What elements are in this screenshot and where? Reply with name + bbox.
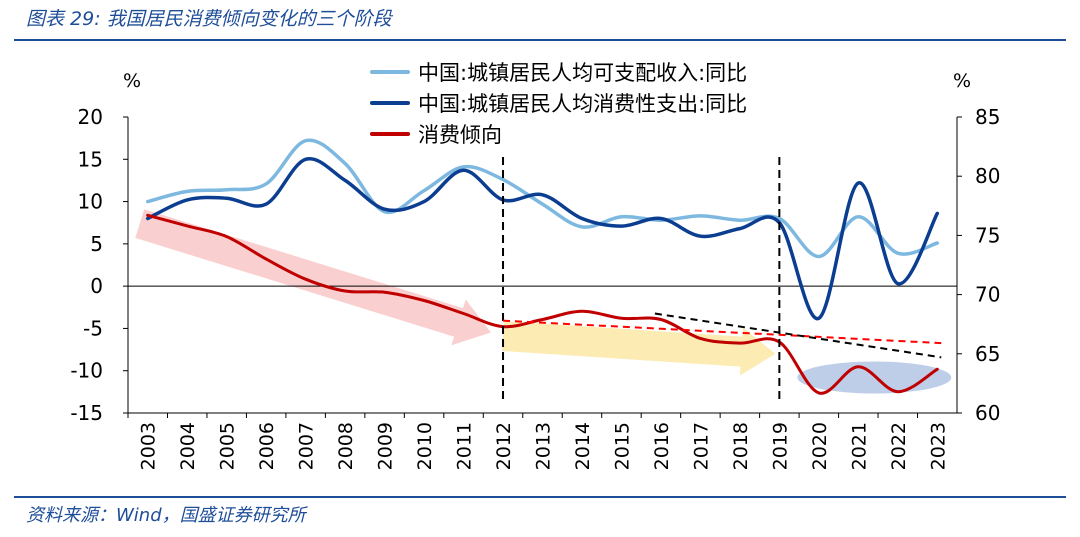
- x-tick-label: 2017: [690, 422, 712, 470]
- source-note: 资料来源：Wind，国盛证券研究所: [26, 505, 306, 526]
- left-tick-label: 0: [90, 274, 103, 298]
- legend-label-3: 消费倾向: [418, 123, 502, 147]
- series-line-1: [145, 138, 940, 259]
- right-tick-label: 60: [975, 401, 1000, 425]
- source-divider: [14, 496, 1066, 498]
- left-tick-label: 15: [78, 147, 103, 171]
- left-tick-label: 20: [78, 105, 103, 129]
- x-tick-label: 2003: [138, 422, 160, 470]
- right-tick-label: 80: [975, 164, 1000, 188]
- right-tick-label: 75: [975, 223, 1000, 247]
- left-tick-label: 10: [78, 190, 103, 214]
- x-tick-label: 2014: [572, 422, 594, 470]
- right-tick-label: 70: [975, 283, 1000, 307]
- red-trend-line: [502, 319, 942, 345]
- x-tick-label: 2010: [414, 422, 436, 470]
- x-tick-label: 2016: [651, 422, 673, 470]
- series-line-3: [146, 213, 939, 395]
- annotation-foreground-layer: [502, 157, 942, 400]
- left-tick-label: -15: [70, 401, 103, 425]
- right-tick-label: 65: [975, 342, 1000, 366]
- black-trend-line: [654, 312, 942, 359]
- stage-arrow-2: [502, 321, 776, 376]
- figure-title: 图表 29: 我国居民消费倾向变化的三个阶段: [26, 8, 392, 30]
- legend-label-1: 中国:城镇居民人均可支配收入:同比: [418, 61, 747, 85]
- x-tick-label: 2019: [769, 422, 791, 470]
- right-axis-unit: %: [953, 70, 971, 92]
- series-lines-layer: [145, 138, 940, 395]
- annotation-background-layer: [135, 209, 952, 394]
- stage-arrow-1: [135, 209, 492, 346]
- left-tick-label: -5: [83, 316, 103, 340]
- left-tick-label: 5: [90, 232, 103, 256]
- x-tick-label: 2020: [809, 422, 831, 470]
- x-tick-label: 2011: [454, 422, 476, 470]
- x-tick-label: 2023: [927, 422, 949, 470]
- x-tick-label: 2004: [177, 422, 199, 470]
- title-divider: [14, 39, 1066, 41]
- x-tick-label: 2005: [217, 422, 239, 470]
- x-tick-label: 2006: [256, 422, 278, 470]
- x-tick-label: 2008: [335, 422, 357, 470]
- x-tick-label: 2021: [848, 422, 870, 470]
- legend-label-2: 中国:城镇居民人均消费性支出:同比: [418, 92, 747, 116]
- left-tick-label: -10: [70, 359, 103, 383]
- x-tick-label: 2022: [888, 422, 910, 470]
- x-tick-label: 2018: [730, 422, 752, 470]
- x-tick-label: 2013: [533, 422, 555, 470]
- x-tick-label: 2015: [611, 422, 633, 470]
- x-tick-label: 2012: [493, 422, 515, 470]
- x-tick-label: 2007: [296, 422, 318, 470]
- right-tick-label: 85: [975, 105, 1000, 129]
- series-line-2: [145, 156, 940, 321]
- x-tick-label: 2009: [375, 422, 397, 470]
- left-axis-unit: %: [123, 70, 141, 92]
